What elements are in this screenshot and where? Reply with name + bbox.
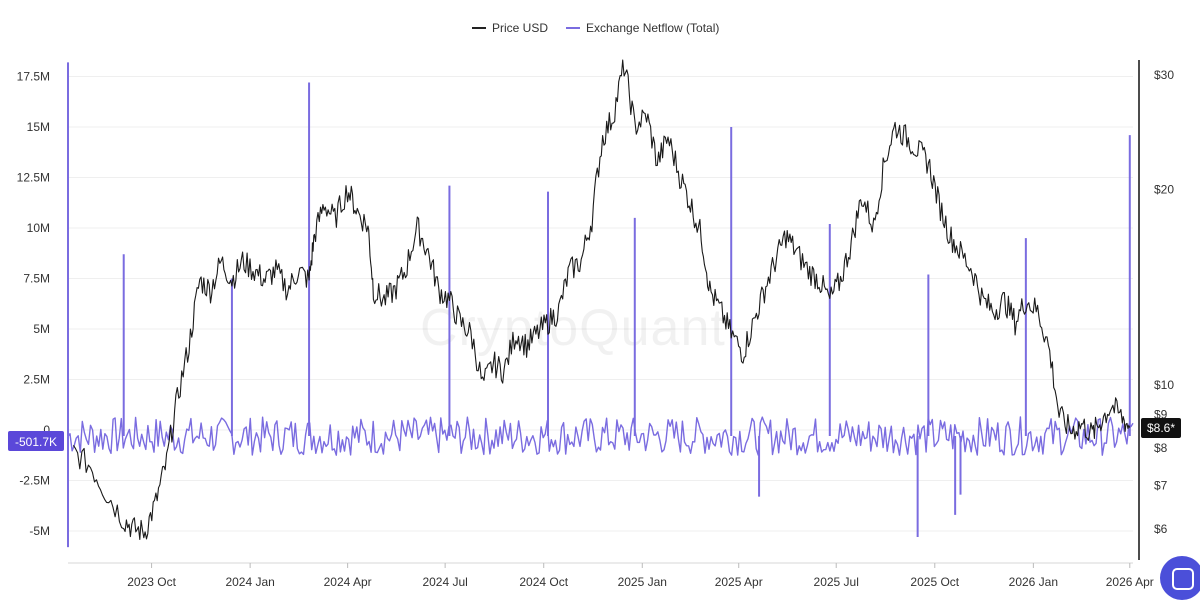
left-axis-tick-label: 0 [43, 423, 50, 437]
x-axis-tick-label: 2025 Jan [618, 575, 667, 589]
price-series [72, 59, 1131, 540]
right-axis: $30$20$10$9$8$7$6 [1138, 60, 1174, 560]
right-axis-tick-label: $7 [1154, 479, 1168, 493]
legend-item-netflow[interactable]: Exchange Netflow (Total) [566, 21, 719, 35]
right-axis-tick-label: $6 [1154, 522, 1168, 536]
left-badge-text: -501.7K [15, 435, 57, 449]
x-axis-tick-label: 2025 Apr [715, 575, 763, 589]
right-axis-tick-label: $20 [1154, 182, 1174, 196]
left-badge-bg [8, 431, 64, 451]
x-axis-tick-label: 2026 Apr [1106, 575, 1154, 589]
left-axis-tick-label: 10M [27, 221, 50, 235]
watermark-text: CryptoQuant [420, 299, 726, 357]
left-axis-tick-label: 7.5M [23, 272, 50, 286]
right-badge-bg [1141, 418, 1181, 438]
netflow-series [67, 62, 1134, 548]
grid-lines [68, 76, 1133, 532]
legend-label-netflow: Exchange Netflow (Total) [586, 21, 719, 35]
left-value-badge: -501.7K [8, 431, 64, 451]
left-axis-tick-label: 2.5M [23, 373, 50, 387]
x-axis-tick-label: 2025 Oct [910, 575, 959, 589]
x-axis-tick-label: 2023 Oct [127, 575, 176, 589]
legend[interactable]: Price USD Exchange Netflow (Total) [472, 21, 719, 35]
x-axis-tick-label: 2024 Jul [422, 575, 467, 589]
left-axis-tick-label: -2.5M [19, 474, 50, 488]
left-axis-tick-label: 12.5M [17, 171, 50, 185]
left-axis-tick-label: -5M [29, 524, 50, 538]
right-axis-tick-label: $30 [1154, 68, 1174, 82]
x-axis-tick-label: 2024 Oct [519, 575, 568, 589]
right-axis-tick-label: $8 [1154, 441, 1168, 455]
left-axis-tick-label: 17.5M [17, 70, 50, 84]
x-axis-tick-label: 2024 Apr [324, 575, 372, 589]
x-axis: 2023 Oct 2024 Jan 2024 Apr 2024 Jul 2024 Oct… [68, 562, 1154, 589]
legend-label-price: Price USD [492, 21, 548, 35]
right-axis-tick-label: $10 [1154, 378, 1174, 392]
left-axis-tick-label: 5M [33, 322, 50, 336]
price-line [72, 59, 1131, 540]
x-axis-tick-label: 2026 Jan [1009, 575, 1058, 589]
x-axis-tick-label: 2025 Jul [814, 575, 859, 589]
right-badge-text: $8.6* [1147, 421, 1175, 435]
chat-button[interactable] [1160, 556, 1200, 600]
left-axis-tick-label: 15M [27, 120, 50, 134]
netflow-line [67, 416, 1134, 456]
x-axis-tick-label: 2024 Jan [225, 575, 274, 589]
right-value-badge: $8.6* [1141, 418, 1181, 438]
legend-item-price[interactable]: Price USD [472, 21, 548, 35]
left-axis: 17.5M 15M 12.5M 10M 7.5M 5M 2.5M 0 -2.5M -5M [17, 70, 51, 539]
chat-bubble-icon [1172, 568, 1194, 590]
